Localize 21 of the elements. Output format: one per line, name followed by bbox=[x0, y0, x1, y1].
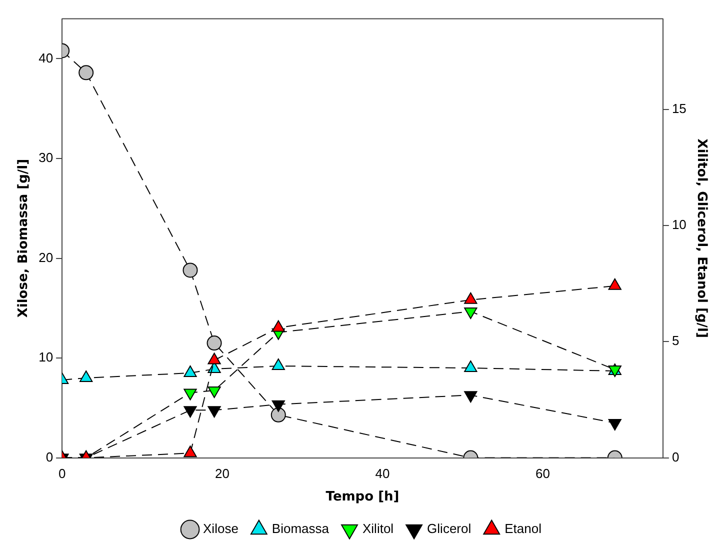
x-tick-label: 0 bbox=[58, 466, 66, 482]
legend-label: Glicerol bbox=[427, 521, 472, 536]
y-axis-title: Xilose, Biomassa [g/l] bbox=[16, 158, 32, 318]
y-tick-label: 10 bbox=[38, 350, 54, 365]
y-tick-label: 20 bbox=[38, 250, 54, 265]
y2-tick-label: 10 bbox=[672, 217, 686, 232]
x-tick-label: 60 bbox=[536, 466, 550, 482]
x-tick-label: 20 bbox=[215, 466, 230, 482]
legend-label: Xilose bbox=[203, 521, 238, 536]
legend-label: Xilitol bbox=[362, 521, 394, 536]
x-axis-title: Tempo [h] bbox=[326, 490, 400, 505]
y-tick-label: 30 bbox=[38, 150, 54, 166]
y-tick-label: 0 bbox=[46, 449, 54, 464]
y2-axis-title: Xilitol, Glicerol, Etanol [g/l] bbox=[694, 138, 709, 338]
y-tick-label: 40 bbox=[38, 50, 54, 66]
legend-label: Biomassa bbox=[272, 521, 330, 536]
x-tick-label: 40 bbox=[375, 466, 390, 482]
legend-label: Etanol bbox=[504, 521, 542, 536]
y2-tick-label: 0 bbox=[672, 449, 680, 464]
y2-tick-label: 5 bbox=[672, 333, 680, 348]
y2-tick-label: 15 bbox=[672, 100, 686, 116]
